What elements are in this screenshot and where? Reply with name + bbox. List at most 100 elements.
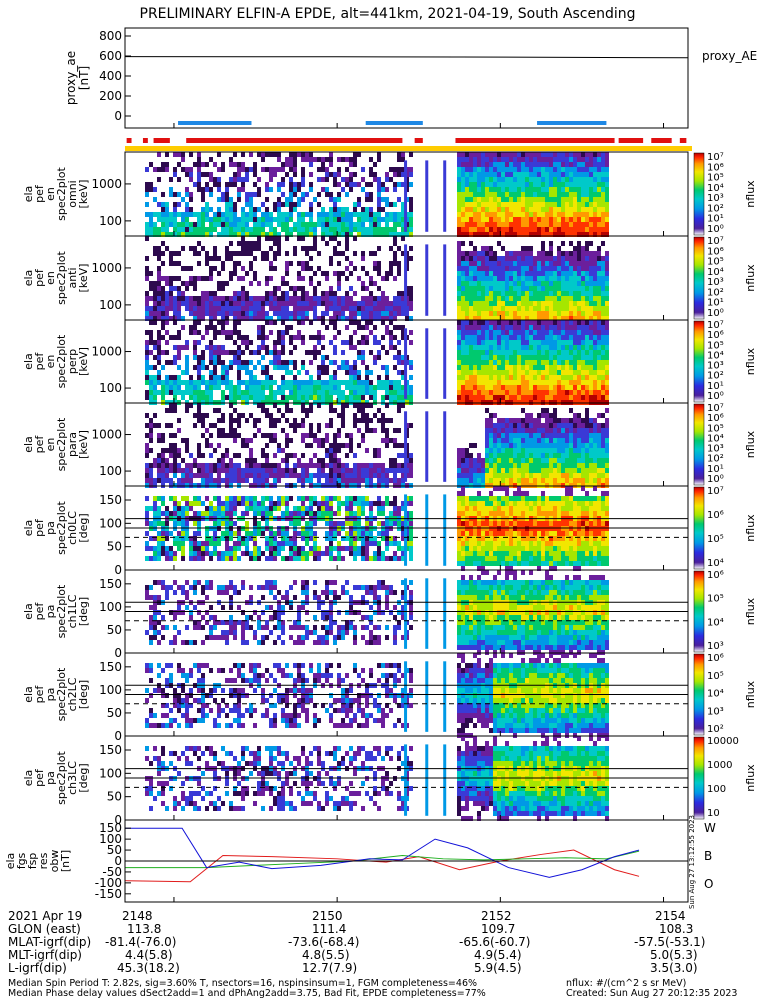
spectrogram-cell — [361, 251, 365, 256]
spectrogram-cell — [321, 222, 325, 227]
spectrogram-cell — [249, 217, 253, 222]
spectrogram-cell — [537, 453, 541, 458]
spectrogram-cell — [205, 443, 209, 448]
spectrogram-cell — [521, 316, 525, 321]
spectrogram-cell — [309, 207, 313, 212]
spectrogram-cell — [529, 276, 533, 281]
spectrogram-cell — [313, 390, 317, 395]
spectrogram-cell — [309, 266, 313, 271]
spectrogram-cell — [549, 448, 553, 453]
spectrogram-cell — [161, 202, 165, 207]
spectrogram-cell — [537, 345, 541, 350]
spectrogram-cell — [525, 390, 529, 395]
spectrogram-cell — [513, 217, 517, 222]
spectrogram-cell — [565, 266, 569, 271]
spectrogram-cell — [557, 311, 561, 316]
spectrogram-cell — [541, 335, 545, 340]
spectrogram-cell — [401, 222, 405, 227]
spectrogram-cell — [521, 197, 525, 202]
spectrogram-cell — [397, 212, 401, 217]
spectrogram-cell — [369, 157, 373, 162]
spectrogram-cell — [161, 380, 165, 385]
spectrogram-cell — [245, 192, 249, 197]
spectrogram-cell — [193, 473, 197, 478]
spectrogram-cell — [565, 152, 569, 157]
spectrogram-cell — [337, 433, 341, 438]
spectrogram-cell — [473, 281, 477, 286]
spectrogram-cell — [181, 390, 185, 395]
spectrogram-cell — [229, 478, 233, 483]
spectrogram-cell — [529, 340, 533, 345]
spectrogram-cell — [465, 266, 469, 271]
spectrogram-cell — [573, 311, 577, 316]
spectrogram-cell — [229, 276, 233, 281]
spectrogram-cell — [189, 172, 193, 177]
spectrogram-cell — [577, 177, 581, 182]
spectrogram-cell — [377, 468, 381, 473]
spectrogram-cell — [181, 370, 185, 375]
spectrogram-cell — [153, 536, 157, 541]
spectrogram-cell — [557, 320, 561, 325]
spectrogram-cell — [473, 335, 477, 340]
spectrogram-cell — [525, 365, 529, 370]
spectrogram-cell — [321, 212, 325, 217]
spectrogram-cell — [181, 222, 185, 227]
spectrogram-cell — [293, 301, 297, 306]
spectrogram-cell — [493, 256, 497, 261]
spectrogram-cell — [197, 251, 201, 256]
spectrogram-cell — [297, 423, 301, 428]
spectrogram-cell — [501, 433, 505, 438]
spectrogram-cell — [341, 395, 345, 400]
spectrogram-cell — [189, 403, 193, 408]
data-strip — [404, 160, 408, 232]
spectrogram-cell — [157, 306, 161, 311]
spectrogram-cell — [565, 286, 569, 291]
spectrogram-cell — [385, 217, 389, 222]
spectrogram-cell — [265, 453, 269, 458]
spectrogram-cell — [277, 246, 281, 251]
spectrogram-cell — [569, 360, 573, 365]
spectrogram-cell — [205, 276, 209, 281]
spectrogram-cell — [573, 192, 577, 197]
spectrogram-cell — [461, 281, 465, 286]
spectrogram-cell — [153, 212, 157, 217]
spectrogram-cell — [469, 152, 473, 157]
spectrogram-cell — [505, 463, 509, 468]
spectrogram-cell — [277, 222, 281, 227]
spectrogram-cell — [469, 222, 473, 227]
spectrogram-cell — [205, 301, 209, 306]
spectrogram-cell — [313, 385, 317, 390]
spectrogram-cell — [561, 301, 565, 306]
spectrogram-cell — [245, 360, 249, 365]
spectrogram-cell — [545, 413, 549, 418]
spectrogram-cell — [213, 306, 217, 311]
spectrogram-cell — [477, 375, 481, 380]
spectrogram-cell — [549, 296, 553, 301]
spectrogram-cell — [309, 335, 313, 340]
spectrogram-cell — [337, 286, 341, 291]
spectrogram-cell — [581, 320, 585, 325]
spectrogram-cell — [541, 478, 545, 483]
spectrogram-cell — [541, 473, 545, 478]
spectrogram-cell — [601, 448, 605, 453]
spectrogram-cell — [217, 355, 221, 360]
spectrogram-cell — [489, 197, 493, 202]
spectrogram-cell — [329, 458, 333, 463]
spectrogram-cell — [289, 261, 293, 266]
spectrogram-cell — [333, 438, 337, 443]
spectrogram-cell — [205, 232, 209, 237]
spectrogram-cell — [485, 276, 489, 281]
spectrogram-cell — [229, 380, 233, 385]
spectrogram-cell — [485, 291, 489, 296]
spectrogram-cell — [593, 162, 597, 167]
spectrogram-cell — [581, 271, 585, 276]
spectrogram-cell — [557, 187, 561, 192]
spectrogram-cell — [477, 478, 481, 483]
spectrogram-cell — [353, 365, 357, 370]
spectrogram-cell — [605, 232, 609, 237]
spectrogram-cell — [529, 207, 533, 212]
spectrogram-cell — [545, 301, 549, 306]
spectrogram-cell — [537, 172, 541, 177]
spectrogram-cell — [389, 438, 393, 443]
spectrogram-cell — [485, 197, 489, 202]
